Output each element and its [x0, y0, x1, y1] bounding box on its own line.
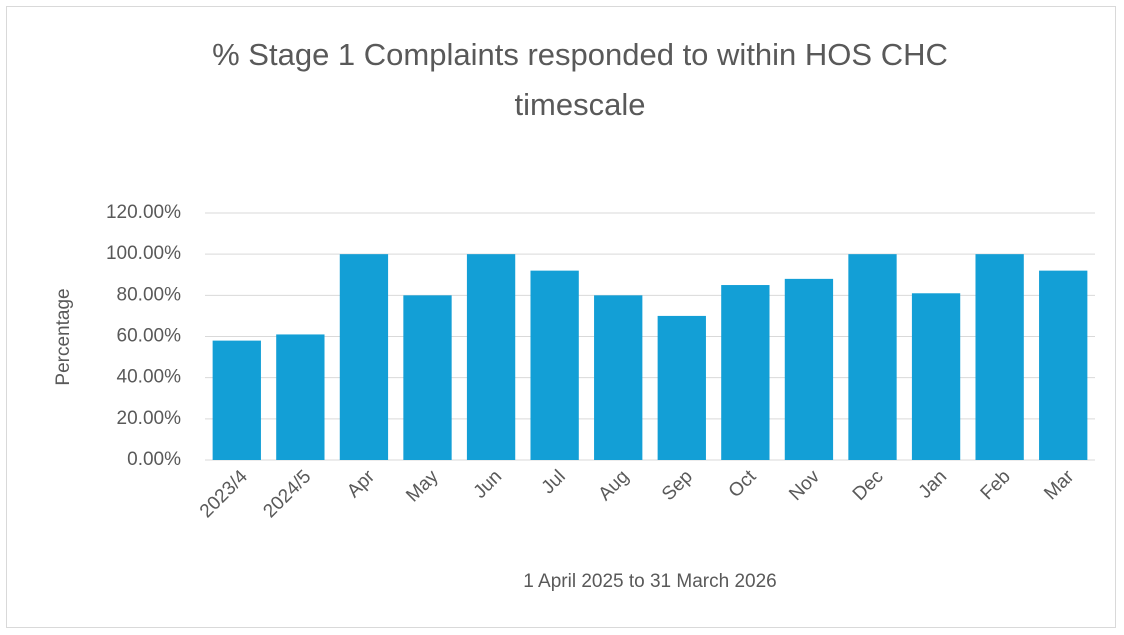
y-tick-label: 20.00% [117, 408, 182, 429]
x-tick-label: Apr [343, 466, 379, 502]
chart-border [6, 6, 1116, 628]
bar [594, 295, 643, 460]
x-tick-label: Jul [538, 466, 570, 498]
y-tick-label: 100.00% [106, 243, 181, 264]
x-tick-label: 2023/4 [196, 466, 252, 522]
y-tick-label: 40.00% [117, 367, 182, 388]
x-tick-label: 2024/5 [259, 466, 315, 522]
y-tick-label: 120.00% [106, 202, 181, 223]
bar [339, 254, 389, 460]
bar [276, 334, 325, 460]
bar [657, 315, 706, 460]
y-tick-label: 60.00% [117, 326, 182, 347]
x-tick-label: Sep [658, 466, 697, 505]
bar [721, 285, 770, 460]
bar [975, 254, 1024, 460]
x-axis-title: 1 April 2025 to 31 March 2026 [523, 571, 777, 592]
bar [403, 295, 452, 460]
x-tick-label: Mar [1040, 466, 1078, 504]
y-tick-label: 0.00% [127, 449, 181, 470]
y-tick-label: 80.00% [117, 284, 182, 305]
x-tick-label: May [402, 466, 443, 507]
x-tick-label: Jun [470, 466, 507, 503]
x-tick-label: Feb [977, 466, 1015, 504]
x-tick-label: Oct [725, 466, 761, 502]
bar [911, 293, 961, 460]
bar [1039, 270, 1088, 460]
x-tick-label: Nov [785, 466, 824, 505]
x-tick-label: Aug [595, 466, 634, 505]
y-axis-title: Percentage [53, 288, 74, 385]
x-tick-label: Dec [849, 466, 888, 505]
bar [848, 254, 897, 460]
x-tick-label: Jan [915, 466, 952, 503]
chart-title: % Stage 1 Complaints responded to within… [212, 37, 948, 122]
bar [530, 270, 579, 460]
bar [784, 278, 834, 460]
bar [466, 254, 516, 460]
bar [212, 340, 261, 460]
